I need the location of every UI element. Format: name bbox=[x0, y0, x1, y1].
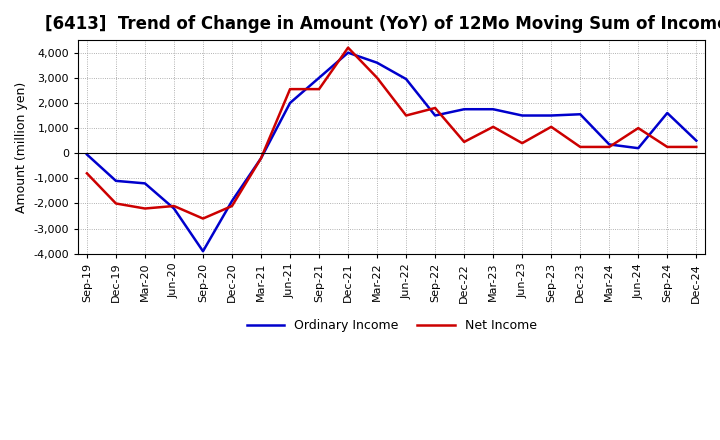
Net Income bbox=[576, 144, 585, 150]
Net Income bbox=[228, 203, 236, 209]
Ordinary Income bbox=[373, 60, 382, 66]
Net Income bbox=[83, 171, 91, 176]
Ordinary Income bbox=[692, 138, 701, 143]
Net Income bbox=[692, 144, 701, 150]
Ordinary Income bbox=[170, 206, 179, 211]
Net Income bbox=[257, 156, 266, 161]
Ordinary Income bbox=[518, 113, 526, 118]
Net Income bbox=[547, 124, 556, 129]
Legend: Ordinary Income, Net Income: Ordinary Income, Net Income bbox=[241, 314, 541, 337]
Net Income bbox=[373, 75, 382, 81]
Ordinary Income bbox=[460, 106, 469, 112]
Net Income bbox=[460, 139, 469, 145]
Net Income bbox=[489, 124, 498, 129]
Ordinary Income bbox=[343, 50, 352, 55]
Ordinary Income bbox=[634, 146, 642, 151]
Ordinary Income bbox=[112, 178, 120, 183]
Ordinary Income bbox=[83, 152, 91, 157]
Y-axis label: Amount (million yen): Amount (million yen) bbox=[15, 81, 28, 213]
Net Income bbox=[199, 216, 207, 221]
Net Income bbox=[343, 45, 352, 50]
Title: [6413]  Trend of Change in Amount (YoY) of 12Mo Moving Sum of Incomes: [6413] Trend of Change in Amount (YoY) o… bbox=[45, 15, 720, 33]
Ordinary Income bbox=[663, 110, 672, 116]
Net Income bbox=[402, 113, 410, 118]
Ordinary Income bbox=[315, 75, 323, 81]
Ordinary Income bbox=[547, 113, 556, 118]
Ordinary Income bbox=[431, 113, 439, 118]
Ordinary Income bbox=[605, 142, 613, 147]
Net Income bbox=[663, 144, 672, 150]
Ordinary Income bbox=[489, 106, 498, 112]
Net Income bbox=[170, 203, 179, 209]
Net Income bbox=[431, 105, 439, 110]
Net Income bbox=[112, 201, 120, 206]
Ordinary Income bbox=[140, 181, 149, 186]
Ordinary Income bbox=[257, 156, 266, 161]
Net Income bbox=[140, 206, 149, 211]
Net Income bbox=[286, 87, 294, 92]
Ordinary Income bbox=[286, 100, 294, 106]
Net Income bbox=[605, 144, 613, 150]
Ordinary Income bbox=[576, 112, 585, 117]
Ordinary Income bbox=[199, 249, 207, 254]
Line: Ordinary Income: Ordinary Income bbox=[87, 53, 696, 251]
Net Income bbox=[518, 140, 526, 146]
Net Income bbox=[634, 125, 642, 131]
Ordinary Income bbox=[228, 198, 236, 204]
Line: Net Income: Net Income bbox=[87, 48, 696, 219]
Ordinary Income bbox=[402, 77, 410, 82]
Net Income bbox=[315, 87, 323, 92]
